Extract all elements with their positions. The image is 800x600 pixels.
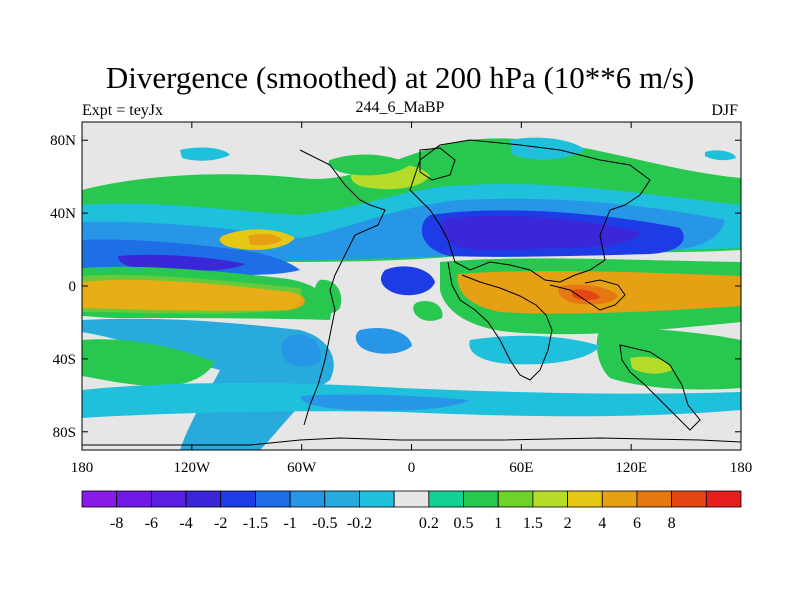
colorbar-swatch xyxy=(289,490,326,508)
colorbar-swatch xyxy=(393,490,430,508)
coastline-africa xyxy=(447,261,553,381)
chart-subtitle: 244_6_MaBP xyxy=(355,99,445,116)
x-tick-label: 180 xyxy=(730,460,753,476)
x-tick-label: 120E xyxy=(615,460,647,476)
contour-sh-blue-atlantic xyxy=(355,327,412,354)
experiment-label: Expt = teyJx xyxy=(82,102,164,119)
contour-asia-core xyxy=(441,215,640,250)
coastline-australia xyxy=(619,344,701,431)
colorbar-label: -0.5 xyxy=(312,515,337,532)
y-tick-label: 40S xyxy=(53,352,76,368)
contour-sh-green-west xyxy=(82,339,215,387)
colorbar-label: 8 xyxy=(668,515,676,532)
colorbar-swatch xyxy=(359,490,395,508)
coastline-greenland xyxy=(419,147,456,181)
colorbar-swatch xyxy=(532,490,568,508)
x-tick-label: 180 xyxy=(71,460,94,476)
x-tick-label: 0 xyxy=(408,460,416,476)
contour-atlantic-blue xyxy=(380,266,435,296)
contour-nh-green-arctic xyxy=(328,154,410,176)
colorbar-label: -1 xyxy=(283,515,296,532)
colorbar-label: 0.2 xyxy=(419,515,439,532)
colorbar-swatch xyxy=(81,490,118,508)
contour-pacific-core xyxy=(118,254,245,272)
contour-sh-blue-south xyxy=(300,394,470,411)
contour-sh-blue-west xyxy=(82,318,334,450)
colorbar-label: 6 xyxy=(633,515,641,532)
coastline-americas xyxy=(299,149,386,426)
contour-nh-cyan-west xyxy=(82,205,140,218)
x-tick-label: 120W xyxy=(173,460,211,476)
y-tick-label: 40N xyxy=(50,206,76,222)
contour-sh-yellow-east xyxy=(630,356,672,374)
colorbar-label: -6 xyxy=(145,515,158,532)
colorbar-swatch xyxy=(497,490,534,508)
x-tick-label: 60W xyxy=(287,460,317,476)
colorbar-label: -2 xyxy=(214,515,227,532)
contour-america-green xyxy=(314,279,342,314)
y-tick-label: 80S xyxy=(53,425,76,441)
colorbar-label: 4 xyxy=(598,515,606,532)
colorbar-label: 2 xyxy=(564,515,572,532)
colorbar-label: -8 xyxy=(110,515,123,532)
chart-title: Divergence (smoothed) at 200 hPa (10**6 … xyxy=(105,60,695,95)
contour-nh-cyan-pacific xyxy=(180,147,230,161)
colorbar-swatch xyxy=(150,490,187,508)
colorbar-label: 1.5 xyxy=(523,515,543,532)
colorbar-swatch xyxy=(463,490,499,508)
colorbar-swatch xyxy=(255,490,291,508)
colorbar-swatch xyxy=(324,490,360,508)
contour-sh-blue-mid xyxy=(281,334,321,367)
colorbar-swatch xyxy=(671,490,707,508)
contour-equator-orange-west xyxy=(82,279,305,311)
coastline-antarctic xyxy=(82,437,741,446)
colorbar-swatch xyxy=(567,490,603,508)
season-label: DJF xyxy=(711,102,738,119)
contour-fill-layer xyxy=(82,137,741,450)
colorbar-label: -1.5 xyxy=(243,515,268,532)
contour-pacific-north-orange xyxy=(248,233,282,246)
contour-equator-yellow-west xyxy=(82,274,302,314)
colorbar-swatch xyxy=(636,490,673,508)
contour-maritime-core xyxy=(572,289,600,301)
coastline-layer xyxy=(82,139,741,446)
colorbar: -8 -6 -4 -2 -1.5 -1 -0.5 -0.2 0.2 0.5 1 1.5 2 4 6 8 xyxy=(81,490,742,532)
y-tick-label: 80N xyxy=(50,133,76,149)
colorbar-label: 0.5 xyxy=(454,515,474,532)
coastline-eurasia xyxy=(409,139,651,283)
y-tick-label: 0 xyxy=(69,279,77,295)
colorbar-swatch xyxy=(116,490,152,508)
axis-layer: 180 120W 60W 0 60E 120E 180 80N 40N 0 40S 80S xyxy=(50,122,752,476)
colorbar-swatch xyxy=(428,490,464,508)
colorbar-swatch xyxy=(705,490,742,508)
colorbar-label: -4 xyxy=(179,515,192,532)
colorbar-label: -0.2 xyxy=(347,515,372,532)
contour-africa-green xyxy=(413,300,443,321)
colorbar-swatch xyxy=(601,490,638,508)
coastline-maritime xyxy=(549,279,626,311)
contour-nh-cyan-east xyxy=(705,150,736,161)
colorbar-label: 1 xyxy=(494,515,502,532)
colorbar-swatch xyxy=(185,490,222,508)
contour-sh-green-east xyxy=(596,328,741,390)
colorbar-swatch xyxy=(220,490,256,508)
x-tick-label: 60E xyxy=(509,460,533,476)
